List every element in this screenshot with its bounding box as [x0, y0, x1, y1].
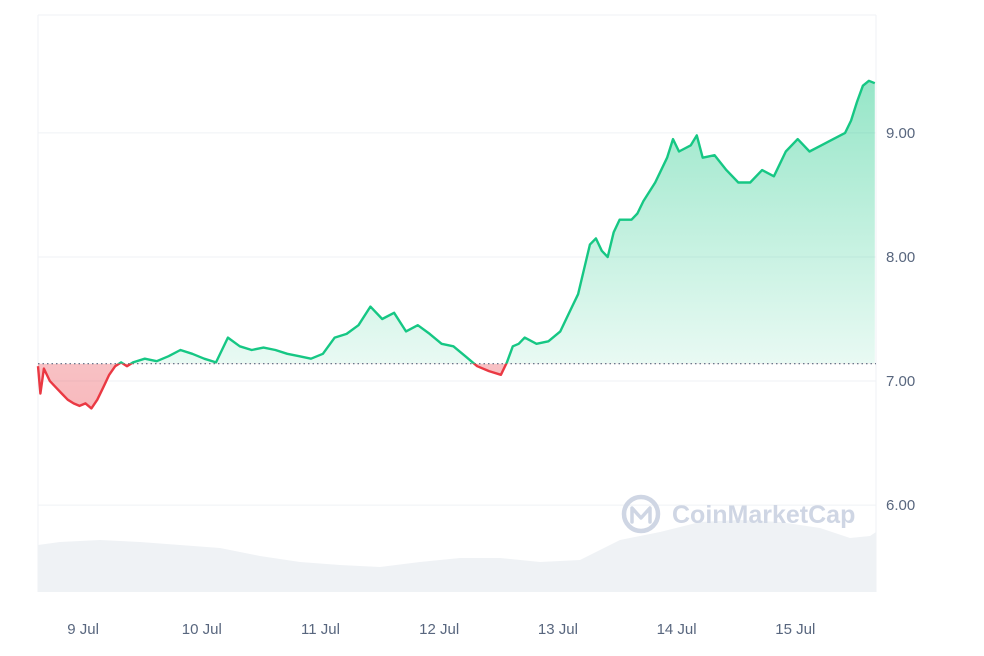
x-tick-label: 10 Jul [182, 621, 222, 638]
coinmarketcap-logo-icon [621, 494, 661, 534]
y-tick-label: 7.00 [886, 373, 915, 390]
x-tick-label: 9 Jul [67, 621, 99, 638]
x-tick-label: 12 Jul [419, 621, 459, 638]
price-area-fill [38, 80, 875, 409]
x-tick-label: 14 Jul [657, 621, 697, 638]
y-tick-label: 8.00 [886, 249, 915, 266]
grid-lines [37, 14, 877, 592]
price-line [36, 79, 876, 410]
price-line-up [116, 79, 876, 364]
x-tick-label: 15 Jul [775, 621, 815, 638]
area-above-baseline [119, 80, 875, 364]
y-axis: 6.00 7.00 8.00 9.00 [886, 125, 915, 514]
x-axis: 9 Jul 10 Jul 11 Jul 12 Jul 13 Jul 14 Jul 15 Ju… [67, 621, 815, 638]
y-tick-label: 6.00 [886, 497, 915, 514]
volume-area [38, 520, 876, 592]
x-tick-label: 11 Jul [301, 621, 340, 638]
y-tick-label: 9.00 [886, 125, 915, 142]
watermark-text: CoinMarketCap [672, 501, 855, 529]
x-tick-label: 13 Jul [538, 621, 578, 638]
coinmarketcap-watermark: CoinMarketCap [621, 494, 855, 534]
